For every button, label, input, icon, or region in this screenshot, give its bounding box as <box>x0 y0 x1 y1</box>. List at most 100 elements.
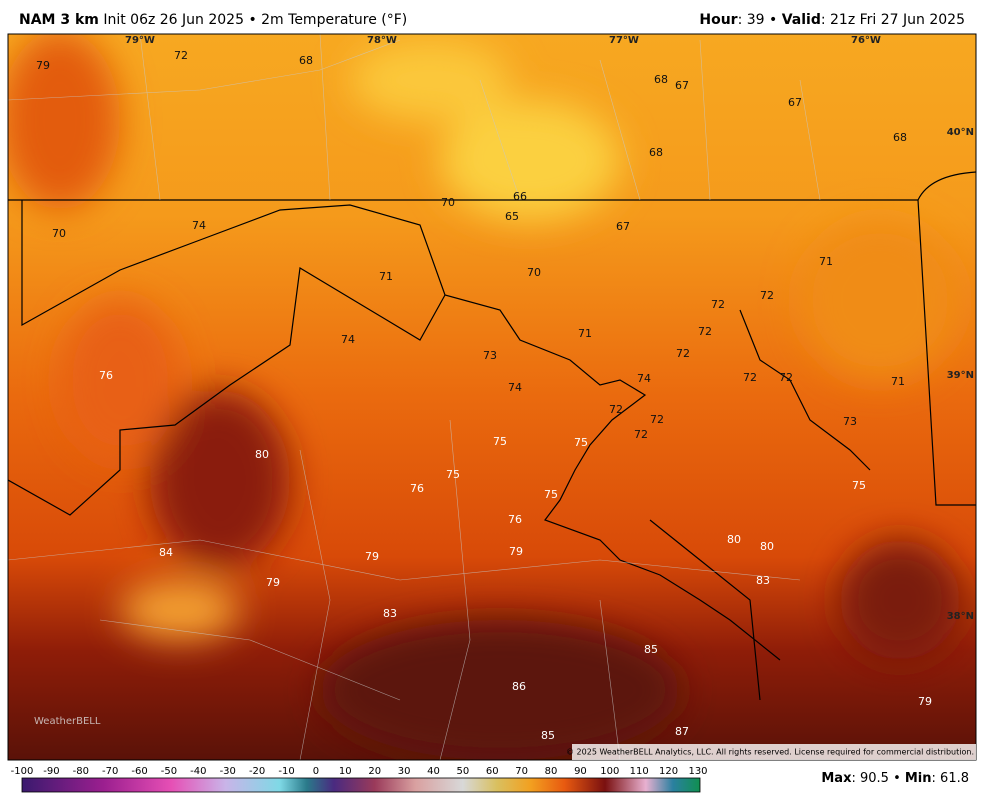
colorbar-tick: 100 <box>600 766 619 777</box>
temperature-label: 75 <box>544 488 558 501</box>
latitude-label: 40°N <box>947 127 974 138</box>
colorbar-tick: -10 <box>278 766 294 777</box>
temperature-label: 71 <box>891 375 905 388</box>
temperature-label: 71 <box>578 327 592 340</box>
temperature-label: 74 <box>192 219 206 232</box>
temperature-label: 75 <box>446 468 460 481</box>
colorbar-tick: -80 <box>73 766 89 777</box>
temperature-label: 74 <box>508 381 522 394</box>
temperature-label: 86 <box>512 680 526 693</box>
temperature-label: 71 <box>379 270 393 283</box>
temperature-label: 80 <box>760 540 774 553</box>
temperature-label: 79 <box>36 59 50 72</box>
temperature-label: 73 <box>843 415 857 428</box>
temperature-label: 68 <box>893 131 907 144</box>
temperature-label: 83 <box>383 607 397 620</box>
colorbar-tick: 10 <box>339 766 352 777</box>
temperature-label: 67 <box>675 79 689 92</box>
temperature-label: 71 <box>819 255 833 268</box>
colorbar-tick: 20 <box>368 766 381 777</box>
temperature-label: 76 <box>99 369 113 382</box>
temperature-label: 72 <box>743 371 757 384</box>
latitude-label: 39°N <box>947 370 974 381</box>
temperature-label: 65 <box>505 210 519 223</box>
model: NAM 3 km <box>19 12 99 28</box>
run-info: Init 06z 26 Jun 2025 • 2m Temperature (°… <box>103 12 408 28</box>
longitude-label: 76°W <box>851 35 881 46</box>
colorbar-tick: 30 <box>398 766 411 777</box>
valid-label: Valid <box>781 12 821 28</box>
temperature-field <box>8 34 976 760</box>
temperature-label: 79 <box>365 550 379 563</box>
temperature-label: 72 <box>650 413 664 426</box>
colorbar-tick: 80 <box>545 766 558 777</box>
hour-label: Hour <box>699 12 738 28</box>
temperature-label: 72 <box>609 403 623 416</box>
map-frame <box>7 33 977 761</box>
temperature-label: 72 <box>711 298 725 311</box>
temperature-label: 79 <box>266 576 280 589</box>
temperature-label: 72 <box>760 289 774 302</box>
header: NAM 3 km Init 06z 26 Jun 2025 • 2m Tempe… <box>0 0 984 34</box>
temperature-label: 80 <box>255 448 269 461</box>
temperature-label: 66 <box>513 190 527 203</box>
colorbar-tick: 130 <box>688 766 707 777</box>
temperature-label: 75 <box>852 479 866 492</box>
stats: Max: 90.5 • Min: 61.8 <box>821 771 969 786</box>
temperature-label: 73 <box>483 349 497 362</box>
temperature-label: 72 <box>676 347 690 360</box>
max-label: Max <box>821 771 852 786</box>
temperature-label: 72 <box>779 371 793 384</box>
hour-value: : 39 • <box>737 12 782 28</box>
colorbar-tick: 70 <box>515 766 528 777</box>
temperature-label: 70 <box>527 266 541 279</box>
colorbar-tick: -90 <box>43 766 59 777</box>
temperature-label: 72 <box>698 325 712 338</box>
longitude-label: 78°W <box>367 35 397 46</box>
county-borders <box>8 34 821 760</box>
temperature-label: 67 <box>788 96 802 109</box>
temperature-label: 70 <box>441 196 455 209</box>
temperature-label: 74 <box>637 372 651 385</box>
colorbar-tick: 50 <box>457 766 470 777</box>
temperature-label: 79 <box>509 545 523 558</box>
colorbar <box>21 777 701 793</box>
temperature-label: 76 <box>410 482 424 495</box>
longitude-label: 79°W <box>125 35 155 46</box>
logo: WeatherBELL <box>34 716 101 727</box>
temperature-label: 76 <box>508 513 522 526</box>
temperature-label: 68 <box>299 54 313 67</box>
temperature-label: 75 <box>493 435 507 448</box>
temperature-label: 68 <box>654 73 668 86</box>
min-label: Min <box>904 771 932 786</box>
colorbar-tick: -20 <box>249 766 265 777</box>
temperature-label: 72 <box>174 49 188 62</box>
max-value: : 90.5 • <box>851 771 905 786</box>
temperature-label: 80 <box>727 533 741 546</box>
temperature-label: 85 <box>541 729 555 742</box>
min-value: : 61.8 <box>931 771 969 786</box>
state-borders <box>8 171 976 701</box>
temperature-label: 83 <box>756 574 770 587</box>
temperature-label: 68 <box>649 146 663 159</box>
temperature-label: 75 <box>574 436 588 449</box>
latitude-label: 38°N <box>947 611 974 622</box>
colorbar-tick: 60 <box>486 766 499 777</box>
temperature-label: 70 <box>52 227 66 240</box>
temperature-label: 85 <box>644 643 658 656</box>
colorbar-tick: -50 <box>161 766 177 777</box>
colorbar-tick: -70 <box>102 766 118 777</box>
colorbar-tick: -60 <box>131 766 147 777</box>
valid-value: : 21z Fri 27 Jun 2025 <box>820 12 965 28</box>
temperature-label: 87 <box>675 725 689 738</box>
colorbar-tick: 110 <box>630 766 649 777</box>
copyright-bg <box>572 744 976 760</box>
colorbar-tick: 90 <box>574 766 587 777</box>
temperature-label: 84 <box>159 546 173 559</box>
colorbar-tick: -30 <box>220 766 236 777</box>
temperature-label: 67 <box>616 220 630 233</box>
copyright: © 2025 WeatherBELL Analytics, LLC. All r… <box>566 748 974 757</box>
temperature-label: 79 <box>918 695 932 708</box>
